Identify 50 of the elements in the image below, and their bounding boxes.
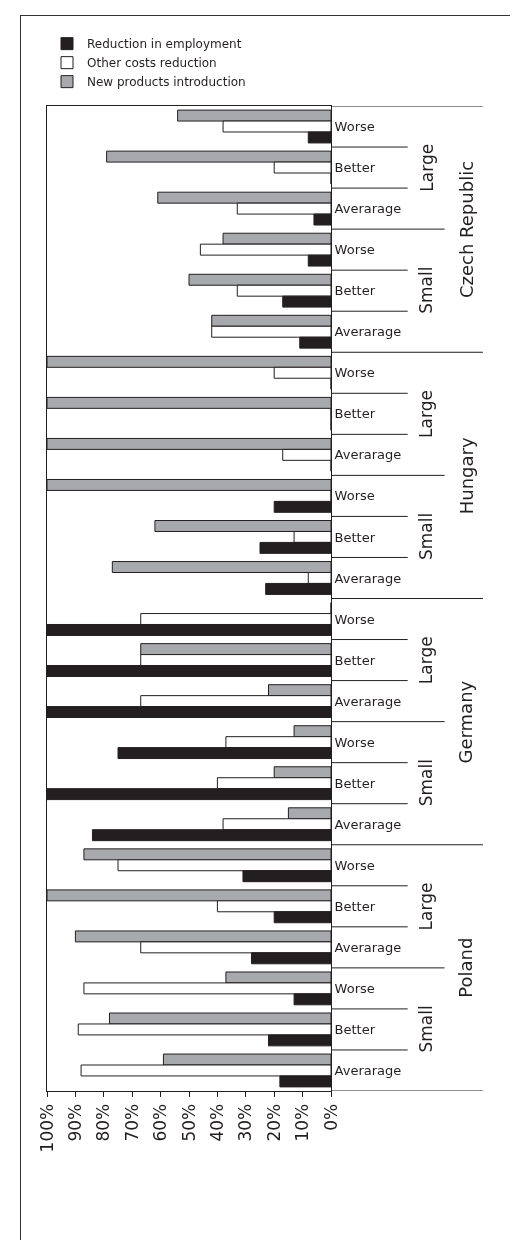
- y-tick-label: Better: [334, 1021, 376, 1037]
- y-tick-label: Better: [334, 529, 376, 545]
- text: Large: [416, 390, 437, 438]
- x-tick-label: 20%: [263, 1103, 284, 1142]
- x-tick-label: 100%: [36, 1103, 57, 1153]
- y-tick-label: Worse: [334, 857, 375, 873]
- x-tick-label: 80%: [93, 1103, 114, 1142]
- y-tick-label: Worse: [334, 365, 375, 381]
- y-tick-label: Better: [334, 775, 376, 791]
- y-tick-label: Better: [334, 898, 376, 914]
- text: Large: [416, 143, 437, 192]
- x-tick-label: 70%: [121, 1103, 142, 1142]
- text: Czech Republic: [455, 160, 477, 299]
- y-tick-label: Worse: [334, 980, 375, 996]
- y-tick-label: Better: [334, 652, 376, 668]
- y-tick-label: Averarage: [334, 570, 402, 586]
- x-tick-label: 90%: [64, 1103, 85, 1142]
- y-tick-label: Averarage: [334, 939, 402, 955]
- y-tick-label: Averarage: [334, 447, 402, 463]
- legend-label: Reduction in employment: [87, 37, 242, 52]
- text: Small: [415, 759, 436, 807]
- y-tick-label: Worse: [334, 242, 375, 258]
- text: Small: [415, 1005, 436, 1053]
- y-tick-label: Averarage: [334, 324, 402, 340]
- legend-label: New products introduction: [87, 75, 246, 90]
- y-tick-label: Averarage: [334, 816, 402, 832]
- x-tick-label: 0%: [320, 1103, 341, 1131]
- y-tick-label: Worse: [334, 611, 375, 627]
- legend-label: Other costs reduction: [87, 56, 217, 71]
- text: Large: [415, 882, 436, 931]
- y-tick-label: Averarage: [334, 201, 402, 217]
- x-tick-label: 10%: [292, 1103, 313, 1142]
- x-tick-label: 40%: [206, 1103, 227, 1142]
- x-tick-label: 60%: [150, 1103, 171, 1142]
- x-tick-label: 30%: [235, 1103, 256, 1142]
- text: Hungary: [455, 437, 477, 515]
- text: Germany: [455, 680, 477, 764]
- y-tick-label: Better: [334, 283, 376, 299]
- y-tick-label: Averarage: [334, 693, 402, 709]
- y-tick-label: Worse: [334, 119, 375, 135]
- y-tick-label: Worse: [334, 488, 375, 504]
- text: Small: [416, 266, 437, 314]
- y-tick-label: Better: [334, 160, 376, 176]
- text: Small: [416, 512, 437, 561]
- y-tick-label: Better: [334, 406, 376, 422]
- x-tick-label: 50%: [178, 1103, 199, 1142]
- text: Large: [416, 636, 437, 685]
- y-tick-label: Worse: [334, 734, 375, 750]
- y-tick-label: Averarage: [334, 1063, 402, 1079]
- text: Poland: [455, 937, 477, 998]
